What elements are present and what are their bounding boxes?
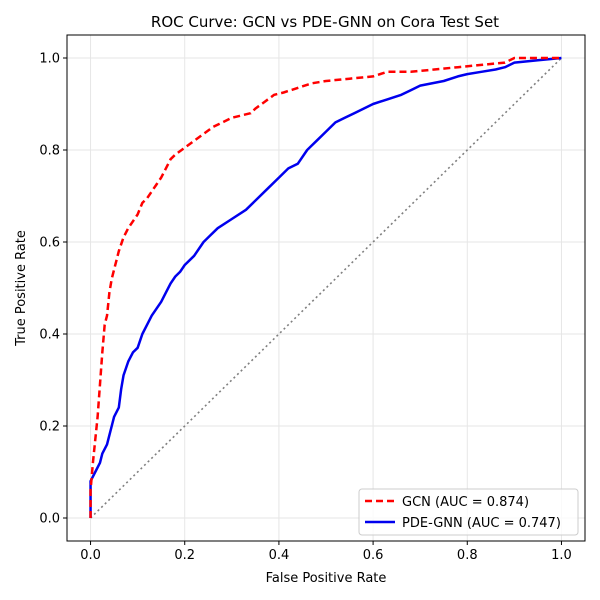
series-line-gcn <box>89 56 562 518</box>
y-tick-label: 1.0 <box>39 52 60 67</box>
x-axis-label: False Positive Rate <box>266 571 387 586</box>
x-tick-label: 0.2 <box>174 548 195 563</box>
x-tick-label: 0.4 <box>269 548 290 563</box>
y-tick-label: 0.8 <box>39 144 60 159</box>
y-axis-label: True Positive Rate <box>14 230 29 347</box>
grid <box>67 35 585 541</box>
x-tick-label: 1.0 <box>551 548 572 563</box>
x-tick-label: 0.8 <box>457 548 478 563</box>
y-tick-label: 0.6 <box>39 236 60 251</box>
x-axis-ticks: 0.0 0.2 0.4 0.6 0.8 1.0 <box>80 541 572 563</box>
y-axis-ticks: 0.0 0.2 0.4 0.6 0.8 1.0 <box>39 52 67 527</box>
legend-label-gcn: GCN (AUC = 0.874) <box>402 495 529 510</box>
chart-title: ROC Curve: GCN vs PDE-GNN on Cora Test S… <box>151 13 499 31</box>
x-tick-label: 0.6 <box>363 548 384 563</box>
series-lines <box>89 56 563 519</box>
y-tick-label: 0.2 <box>39 420 60 435</box>
plot-frame <box>66 34 586 542</box>
series-line-pde-gnn <box>89 56 562 518</box>
legend-label-pde-gnn: PDE-GNN (AUC = 0.747) <box>402 516 561 531</box>
legend-frame <box>358 488 579 536</box>
legend: GCN (AUC = 0.874) PDE-GNN (AUC = 0.747) <box>358 488 579 536</box>
y-tick-label: 0.0 <box>39 512 60 527</box>
x-tick-label: 0.0 <box>80 548 101 563</box>
y-tick-label: 0.4 <box>39 328 60 343</box>
